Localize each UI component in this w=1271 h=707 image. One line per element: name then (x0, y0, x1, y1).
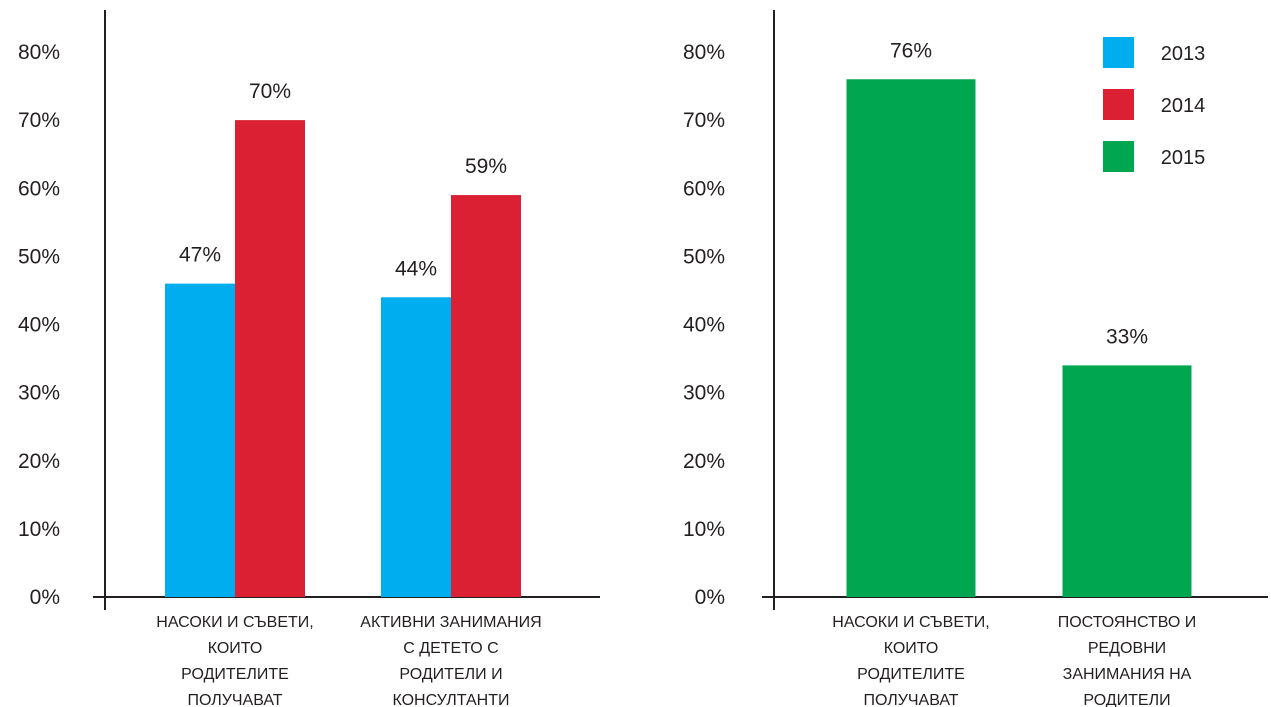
y-tick-label: 0% (695, 586, 725, 609)
category-label: РЕДОВНИ (1088, 640, 1166, 657)
y-tick-label: 80% (18, 41, 60, 64)
category-label: ЗАНИМАНИЯ НА (1063, 666, 1192, 683)
legend-swatch-2015 (1103, 141, 1134, 172)
y-tick-label: 80% (683, 41, 725, 64)
y-tick-label: 60% (18, 177, 60, 200)
bar-2015 (846, 79, 976, 597)
category-label: ПОЛУЧАВАТ (187, 692, 282, 707)
category-label: РОДИТЕЛИ И (399, 666, 502, 683)
y-tick-label: 70% (18, 109, 60, 132)
category-label: НАСОКИ И СЪВЕТИ, (156, 614, 313, 631)
data-label: 47% (179, 244, 221, 267)
category-label: КОИТО (884, 640, 939, 657)
category-label: КОНСУЛТАНТИ (392, 692, 509, 707)
category-label: РОДИТЕЛИТЕ (181, 666, 289, 683)
y-tick-label: 50% (18, 245, 60, 268)
bar-2014 (235, 120, 305, 597)
data-label: 70% (249, 80, 291, 103)
category-label: КОИТО (208, 640, 263, 657)
legend-label: 2014 (1161, 95, 1206, 117)
y-tick-label: 30% (18, 382, 60, 405)
category-label: РОДИТЕЛИТЕ (857, 666, 965, 683)
legend-swatch-2014 (1103, 89, 1134, 120)
category-label: НАСОКИ И СЪВЕТИ, (832, 614, 989, 631)
data-label: 59% (465, 155, 507, 178)
bar-2014 (451, 195, 521, 597)
legend-label: 2013 (1161, 43, 1206, 65)
bar-2013 (381, 297, 451, 597)
y-tick-label: 10% (683, 518, 725, 541)
category-label: РОДИТЕЛИ (1083, 692, 1170, 707)
y-tick-label: 70% (683, 109, 725, 132)
y-tick-label: 20% (683, 450, 725, 473)
y-tick-label: 50% (683, 245, 725, 268)
bar-2013 (165, 283, 235, 597)
y-tick-label: 10% (18, 518, 60, 541)
data-label: 33% (1106, 325, 1148, 348)
y-tick-label: 20% (18, 450, 60, 473)
legend-label: 2015 (1161, 147, 1206, 169)
y-tick-label: 60% (683, 177, 725, 200)
y-tick-label: 0% (30, 586, 60, 609)
legend-swatch-2013 (1103, 37, 1134, 68)
data-label: 76% (890, 39, 932, 62)
category-label: ПОСТОЯНСТВО И (1058, 614, 1197, 631)
y-tick-label: 40% (18, 314, 60, 337)
category-label: ПОЛУЧАВАТ (863, 692, 958, 707)
category-label: С ДЕТЕТО С (403, 640, 498, 657)
data-label: 44% (395, 257, 437, 280)
y-tick-label: 40% (683, 314, 725, 337)
bar-2015 (1062, 365, 1192, 597)
y-tick-label: 30% (683, 382, 725, 405)
category-label: АКТИВНИ ЗАНИМАНИЯ (360, 614, 541, 631)
